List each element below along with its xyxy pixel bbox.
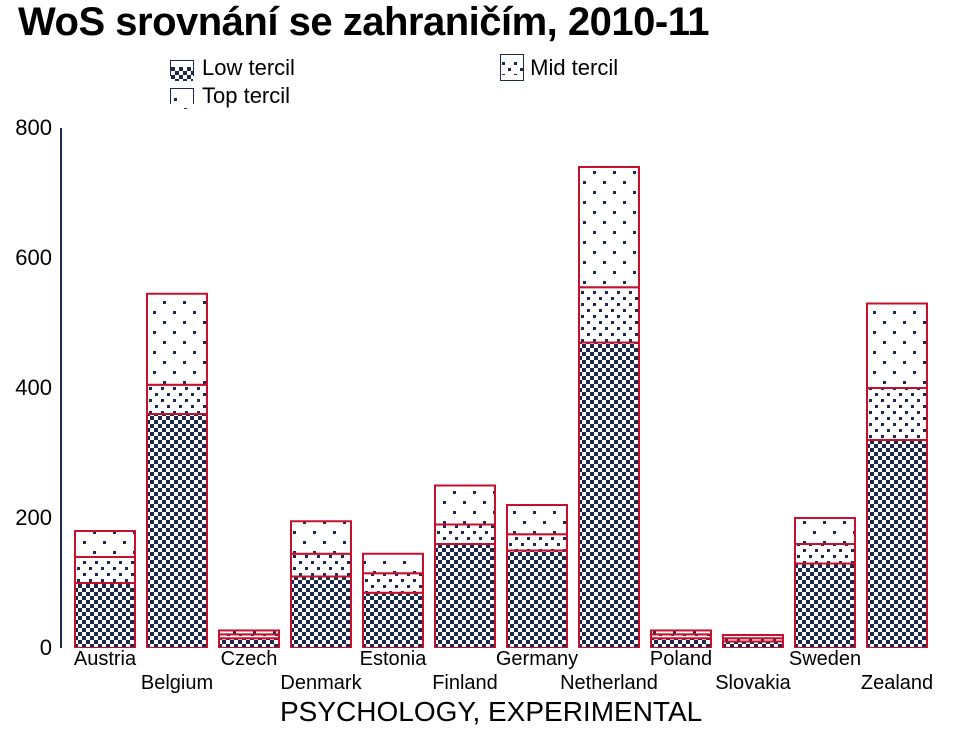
- bar-segment: [75, 531, 135, 557]
- y-tick: 400: [12, 375, 52, 401]
- bar-segment: [579, 287, 639, 342]
- legend-label-mid: Mid tercil: [530, 55, 618, 80]
- bar-segment: [435, 486, 495, 525]
- page-title: WoS srovnání se zahraničím, 2010-11: [18, 0, 709, 45]
- x-label: Austria: [74, 648, 136, 671]
- bar-chart: 0200400600800: [60, 128, 950, 648]
- bar-segment: [291, 554, 351, 577]
- legend-right: Mid tercil: [500, 55, 618, 81]
- legend-swatch-low: [170, 60, 194, 76]
- bar-segment: [723, 635, 783, 638]
- bar-segment: [579, 343, 639, 649]
- legend-label-top: Top tercil: [202, 83, 290, 109]
- bar-segment: [435, 544, 495, 648]
- bar-segment: [795, 564, 855, 649]
- bar-segment: [75, 583, 135, 648]
- x-label: Germany: [496, 648, 578, 671]
- legend-swatch-top: [170, 88, 194, 104]
- bar-segment: [147, 385, 207, 414]
- bar-segment: [867, 304, 927, 389]
- bar-segment: [507, 534, 567, 550]
- bars-area: [70, 128, 950, 648]
- y-axis: [60, 128, 62, 648]
- legend-swatch-mid: [500, 54, 524, 81]
- bar-segment: [363, 554, 423, 574]
- x-label: Denmark: [280, 672, 361, 695]
- x-label: Poland: [650, 648, 712, 671]
- bar-segment: [75, 557, 135, 583]
- x-label: Belgium: [141, 672, 213, 695]
- bar-segment: [867, 440, 927, 648]
- legend-left: Low tercil Top tercil: [170, 55, 295, 111]
- bar-segment: [147, 414, 207, 648]
- chart-subtitle: PSYCHOLOGY, EXPERIMENTAL: [280, 696, 702, 728]
- bar-segment: [651, 638, 711, 648]
- bar-segment: [795, 544, 855, 564]
- x-label: Finland: [432, 672, 498, 695]
- y-tick: 0: [12, 635, 52, 661]
- y-tick: 800: [12, 115, 52, 141]
- bar-segment: [507, 505, 567, 534]
- x-label: Sweden: [789, 648, 861, 671]
- bar-segment: [147, 294, 207, 385]
- y-tick: 600: [12, 245, 52, 271]
- bar-segment: [579, 167, 639, 287]
- x-label: Zealand: [861, 672, 933, 695]
- bar-segment: [867, 388, 927, 440]
- bar-segment: [219, 638, 279, 648]
- bar-segment: [219, 630, 279, 634]
- y-tick: 200: [12, 505, 52, 531]
- bar-segment: [291, 577, 351, 649]
- legend-label-low: Low tercil: [202, 55, 295, 81]
- bar-segment: [291, 521, 351, 554]
- bar-segment: [363, 573, 423, 593]
- bar-segment: [363, 593, 423, 648]
- x-label: Slovakia: [715, 672, 791, 695]
- bar-segment: [507, 551, 567, 649]
- x-label: Estonia: [360, 648, 427, 671]
- x-label: Netherland: [560, 672, 658, 695]
- x-label: Czech: [221, 648, 278, 671]
- bar-segment: [795, 518, 855, 544]
- bar-segment: [435, 525, 495, 545]
- bar-segment: [651, 630, 711, 634]
